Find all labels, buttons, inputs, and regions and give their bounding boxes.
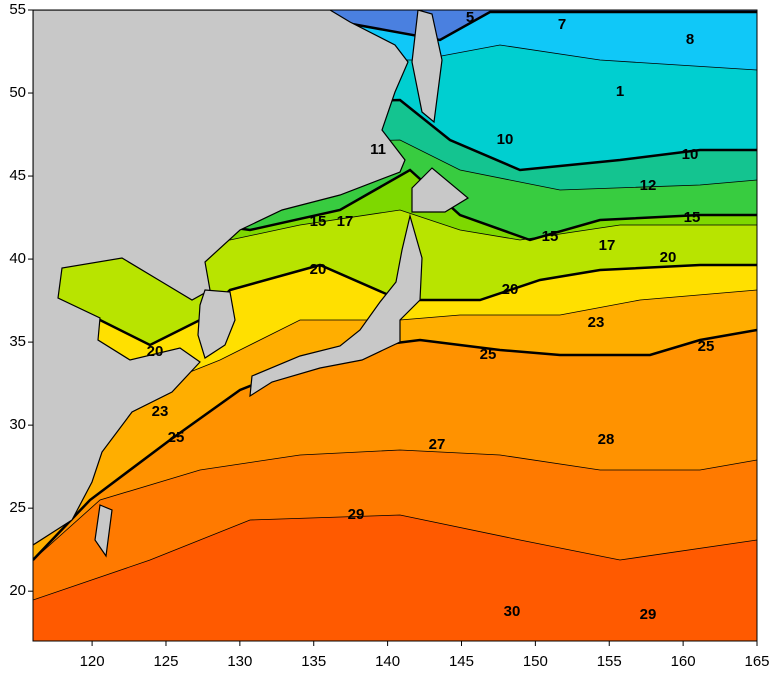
contour-label: 17 [337,213,354,230]
contour-line [33,449,757,561]
contour-label: 20 [310,261,327,278]
contour-label: 28 [598,431,615,448]
x-tick-label: 130 [227,653,252,670]
asia-mainland [33,10,409,546]
axes: 120 125 130 135 140 145 150 155 160 1652025303540… [9,1,769,670]
x-tick-label: 165 [744,653,769,670]
x-tick-label: 125 [153,653,178,670]
korea [197,289,236,359]
contour-label: 20 [147,343,164,360]
frame [32,9,758,642]
contour-label: 20 [660,249,677,266]
y-tick-label: 50 [9,84,26,101]
x-tick-label: 140 [375,653,400,670]
contour-label: 29 [640,606,657,623]
contour-label: 27 [429,436,446,453]
contour-label: 8 [686,31,694,48]
contour-label: 1 [616,83,624,100]
x-tick-label: 150 [523,653,548,670]
contour-label: 23 [152,403,169,420]
contour-label: 25 [480,346,497,363]
x-tick-label: 145 [449,653,474,670]
y-tick-label: 30 [9,416,26,433]
sakhalin [411,10,443,124]
y-tick-label: 20 [9,582,26,599]
contour-line [33,263,757,352]
hokkaido [411,167,470,213]
x-tick-label: 135 [301,653,326,670]
contour-label: 10 [682,146,699,163]
contour-label: 15 [310,213,327,230]
taiwan [94,504,113,558]
contour-labels: 5 7 8 1 10 10 11 12 15 17 15 15 17 20 20… [147,9,715,623]
honshu [249,213,423,398]
contour-label: 15 [684,209,701,226]
contour-label: 30 [504,603,521,620]
contour-line [33,328,757,561]
contour-label: 5 [466,9,474,26]
x-tick-label: 155 [597,653,622,670]
contour-label: 7 [558,16,566,33]
contour-label: 17 [599,237,616,254]
y-tick-label: 40 [9,250,26,267]
contour-label: 15 [542,228,559,245]
contour-label: 23 [588,314,605,331]
contour-label: 25 [168,429,185,446]
contour-line [33,98,757,172]
contour-line [33,514,757,601]
contour-label: 12 [640,177,657,194]
contour-label: 29 [348,506,365,523]
contour-label: 10 [497,131,514,148]
y-tick-label: 35 [9,333,26,350]
contour-label: 25 [698,338,715,355]
contour-label: 20 [502,281,519,298]
contour-line [33,168,757,242]
x-tick-label: 120 [80,653,105,670]
land [33,10,470,558]
contour-label: 11 [370,141,386,158]
y-tick-label: 45 [9,167,26,184]
y-tick-label: 25 [9,499,26,516]
x-tick-label: 160 [671,653,696,670]
y-tick-label: 55 [9,1,26,18]
